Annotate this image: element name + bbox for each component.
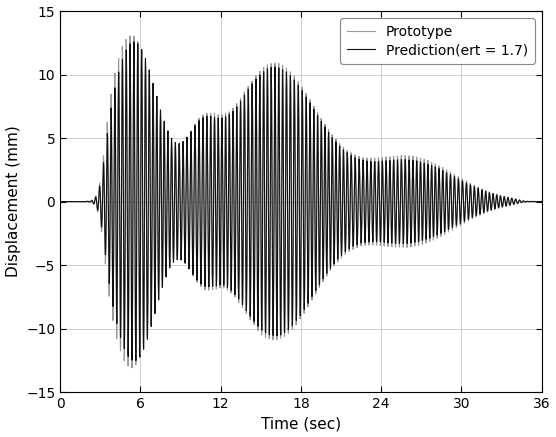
Prototype (80, 199, 87, 204)
Prototype (127, 33, 133, 38)
Prototype (451, 173, 458, 178)
Prototype (224, 286, 231, 291)
Prototype (512, 196, 519, 201)
Prototype (57, 199, 63, 204)
Line: Prototype: Prototype (60, 36, 542, 368)
Line: Prediction(ert = 1.7): Prediction(ert = 1.7) (60, 42, 542, 361)
Prototype (290, 229, 296, 234)
Prototype (538, 199, 545, 204)
Prediction(ert = 1.7) (454, 205, 460, 211)
Prediction(ert = 1.7) (512, 197, 519, 202)
Prediction(ert = 1.7) (451, 174, 458, 180)
Prediction(ert = 1.7) (131, 39, 137, 45)
Prediction(ert = 1.7) (80, 199, 87, 204)
Prediction(ert = 1.7) (290, 237, 296, 243)
Y-axis label: Displacement (mm): Displacement (mm) (6, 126, 21, 277)
X-axis label: Time (sec): Time (sec) (261, 416, 341, 431)
Prediction(ert = 1.7) (224, 281, 231, 287)
Prediction(ert = 1.7) (57, 199, 63, 204)
Prediction(ert = 1.7) (538, 199, 545, 204)
Legend: Prototype, Prediction(ert = 1.7): Prototype, Prediction(ert = 1.7) (340, 18, 535, 64)
Prototype (454, 204, 460, 209)
Prototype (128, 365, 135, 371)
Prediction(ert = 1.7) (132, 358, 139, 363)
